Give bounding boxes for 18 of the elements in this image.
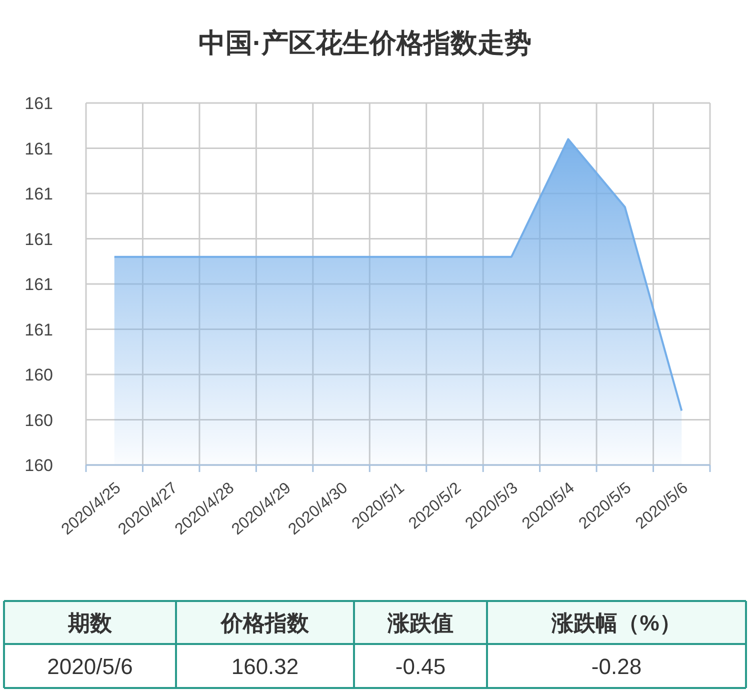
text: -0.45: [395, 654, 446, 679]
text: 价格指数: [220, 610, 310, 636]
y-tick-label: 161: [24, 320, 53, 340]
text: 涨跌幅（%）: [550, 610, 682, 636]
text: 涨跌值: [386, 610, 454, 636]
text: 160.32: [231, 654, 299, 679]
chart-title: 中国·产区花生价格指数走势: [198, 28, 532, 58]
y-tick-label: 160: [24, 456, 53, 475]
y-tick-label: 160: [24, 410, 53, 430]
y-tick-label: 161: [24, 184, 53, 204]
text: 期数: [67, 610, 113, 636]
y-tick-label: 161: [24, 139, 53, 158]
text: -0.28: [591, 654, 642, 679]
y-tick-label: 161: [24, 275, 53, 294]
text: 2020/5/6: [47, 654, 133, 679]
y-tick-label: 161: [24, 94, 53, 113]
y-tick-label: 160: [24, 366, 53, 384]
y-tick-label: 161: [24, 230, 53, 249]
